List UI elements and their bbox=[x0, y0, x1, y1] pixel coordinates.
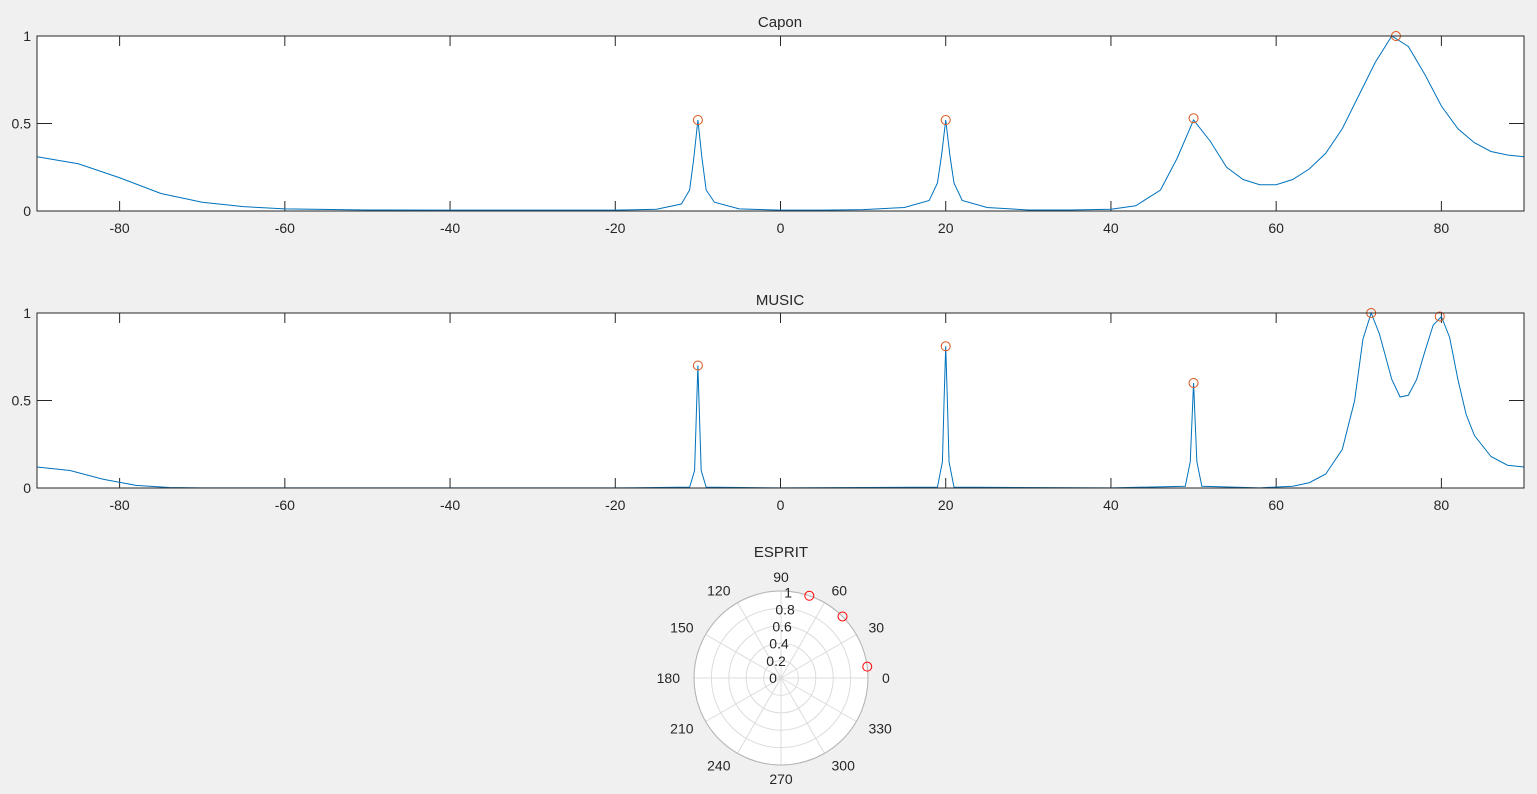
music-ytick-label: 0.5 bbox=[12, 393, 32, 409]
esprit-doa-marker bbox=[804, 590, 815, 601]
music-axes[interactable]: MUSIC -80 -60 -40 -20 0 20 40 60 80 0 0.5 1 bbox=[12, 292, 1525, 513]
esprit-r-label: 0.4 bbox=[769, 636, 789, 652]
esprit-angular-gridline bbox=[780, 634, 857, 679]
music-xtick-label: -80 bbox=[109, 497, 129, 513]
esprit-angular-gridline bbox=[780, 602, 825, 679]
esprit-r-label: 0.2 bbox=[766, 653, 786, 669]
capon-xtick-label: 0 bbox=[777, 220, 785, 236]
music-axes-box bbox=[36, 312, 1525, 489]
capon-xtick-label: 20 bbox=[938, 220, 954, 236]
capon-ytick-label: 0 bbox=[23, 203, 31, 219]
music-xtick-label: 60 bbox=[1268, 497, 1284, 513]
esprit-r-label: 0 bbox=[769, 670, 777, 686]
esprit-doa-marker bbox=[862, 661, 873, 672]
esprit-angular-gridline bbox=[780, 677, 825, 754]
esprit-theta-label: 270 bbox=[769, 771, 793, 787]
esprit-theta-label: 30 bbox=[868, 620, 884, 636]
esprit-doa-markers bbox=[804, 590, 873, 672]
esprit-angular-gridline bbox=[737, 602, 782, 679]
capon-title: Capon bbox=[758, 14, 802, 31]
music-xtick-label: -20 bbox=[605, 497, 625, 513]
esprit-theta-label: 90 bbox=[773, 569, 789, 585]
esprit-polar-grid bbox=[693, 590, 869, 766]
esprit-angular-gridline bbox=[737, 677, 782, 754]
capon-peak-marker bbox=[692, 115, 703, 125]
capon-peak-marker bbox=[1188, 113, 1199, 124]
capon-xtick-label: -60 bbox=[275, 220, 295, 236]
esprit-theta-label: 330 bbox=[868, 721, 892, 737]
music-xtick-label: 20 bbox=[938, 497, 954, 513]
music-ytick-label: 1 bbox=[23, 305, 31, 321]
capon-peak-marker bbox=[940, 115, 951, 125]
esprit-angular-gridline bbox=[780, 677, 857, 722]
capon-xtick-label: -20 bbox=[605, 220, 625, 236]
esprit-outer-ring bbox=[693, 590, 869, 766]
music-xtick-label: 80 bbox=[1434, 497, 1450, 513]
esprit-title: ESPRIT bbox=[754, 544, 808, 561]
music-plot-area bbox=[37, 313, 1524, 488]
esprit-angular-gridline bbox=[705, 677, 782, 722]
music-xtick-label: -60 bbox=[275, 497, 295, 513]
esprit-angular-gridline bbox=[705, 634, 782, 679]
capon-plot-area bbox=[37, 36, 1524, 211]
esprit-r-label: 0.6 bbox=[772, 619, 792, 635]
capon-axes[interactable]: Capon -80 -60 -40 -20 0 20 40 60 80 0 0.5 1 bbox=[12, 14, 1525, 236]
music-ytick-label: 0 bbox=[23, 480, 31, 496]
capon-spectrum-line bbox=[36, 35, 1525, 211]
capon-xtick-label: -40 bbox=[440, 220, 460, 236]
esprit-theta-label: 60 bbox=[832, 583, 848, 599]
music-peak-marker bbox=[940, 341, 951, 352]
capon-axes-box bbox=[36, 35, 1525, 212]
music-peak-marker bbox=[1188, 378, 1199, 388]
esprit-theta-label: 0 bbox=[882, 670, 890, 686]
music-title: MUSIC bbox=[756, 292, 805, 309]
music-xtick-label: -40 bbox=[440, 497, 460, 513]
esprit-polar-labels: 030609012015018021024027030033000.20.40.… bbox=[657, 569, 892, 787]
esprit-theta-label: 180 bbox=[657, 670, 681, 686]
esprit-doa-marker bbox=[837, 611, 848, 622]
esprit-theta-label: 120 bbox=[707, 583, 731, 599]
music-xtick-label: 40 bbox=[1103, 497, 1119, 513]
capon-ticks: -80 -60 -40 -20 0 20 40 60 80 0 0.5 1 bbox=[12, 28, 1524, 236]
esprit-theta-label: 240 bbox=[707, 757, 731, 773]
capon-xtick-label: 80 bbox=[1434, 220, 1450, 236]
music-peak-marker bbox=[1434, 311, 1445, 322]
capon-xtick-label: 40 bbox=[1103, 220, 1119, 236]
esprit-theta-label: 150 bbox=[670, 620, 694, 636]
esprit-r-label: 1 bbox=[784, 584, 792, 600]
capon-xtick-label: 60 bbox=[1268, 220, 1284, 236]
capon-ytick-label: 1 bbox=[23, 28, 31, 44]
music-xtick-label: 0 bbox=[777, 497, 785, 513]
esprit-polar-axes[interactable]: ESPRIT 030609012015018021024027030033000… bbox=[657, 544, 892, 787]
esprit-r-label: 0.8 bbox=[775, 601, 795, 617]
capon-ytick-label: 0.5 bbox=[12, 116, 32, 132]
music-peak-marker bbox=[692, 360, 703, 371]
esprit-theta-label: 300 bbox=[832, 757, 856, 773]
esprit-theta-label: 210 bbox=[670, 721, 694, 737]
capon-xtick-label: -80 bbox=[109, 220, 129, 236]
